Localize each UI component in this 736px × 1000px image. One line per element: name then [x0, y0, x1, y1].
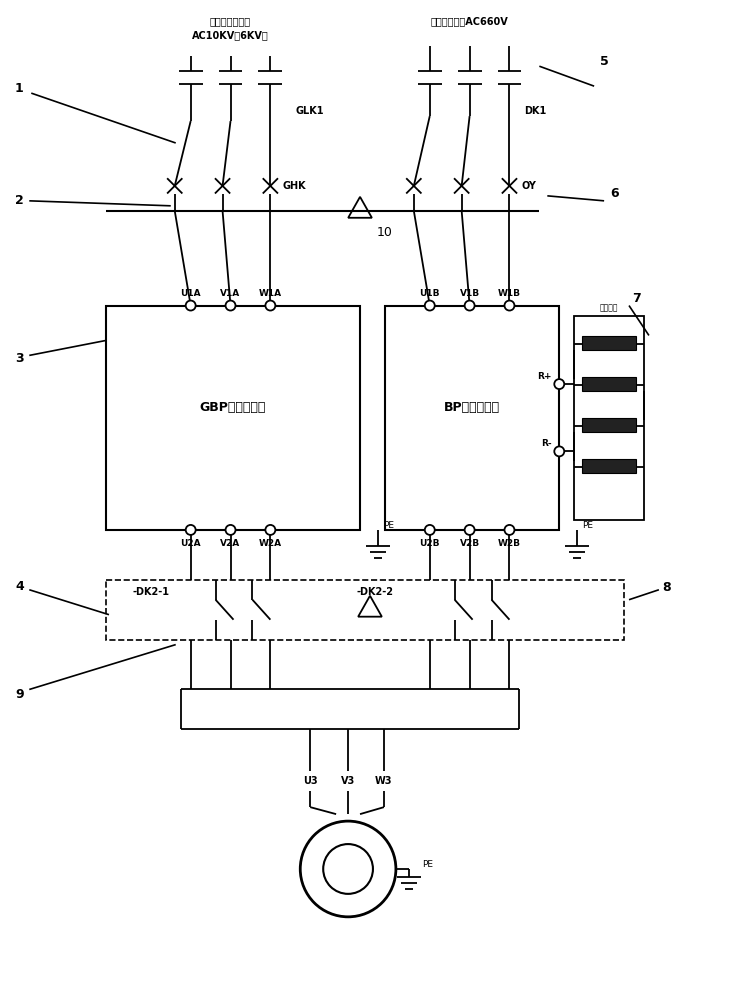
Circle shape: [225, 301, 236, 311]
Circle shape: [300, 821, 396, 917]
Text: 3: 3: [15, 352, 24, 365]
Text: GHK: GHK: [283, 181, 306, 191]
Text: 低制电源进线AC660V: 低制电源进线AC660V: [431, 16, 509, 26]
Text: PE: PE: [422, 860, 433, 869]
Text: W2A: W2A: [259, 539, 282, 548]
Circle shape: [185, 301, 196, 311]
Text: PE: PE: [582, 521, 593, 530]
Text: AC10KV（6KV）: AC10KV（6KV）: [192, 30, 269, 40]
Text: W1B: W1B: [498, 289, 521, 298]
Bar: [582, 377, 636, 391]
Text: PE: PE: [383, 521, 394, 530]
Text: U2B: U2B: [420, 539, 440, 548]
Bar: [106, 306, 360, 530]
Text: V3: V3: [341, 776, 355, 786]
Bar: [582, 336, 636, 350]
Circle shape: [425, 525, 435, 535]
Text: 8: 8: [662, 581, 671, 594]
Circle shape: [425, 301, 435, 311]
Circle shape: [464, 525, 475, 535]
Circle shape: [554, 446, 565, 456]
Text: -M: -M: [339, 862, 357, 875]
Text: 1: 1: [15, 82, 24, 95]
Text: W1A: W1A: [259, 289, 282, 298]
Text: R+: R+: [537, 372, 551, 381]
Text: U1B: U1B: [420, 289, 440, 298]
Text: V1A: V1A: [220, 289, 241, 298]
Bar: [582, 418, 636, 432]
Bar: [385, 306, 559, 530]
Bar: [582, 459, 636, 473]
Text: U1A: U1A: [180, 289, 201, 298]
Text: V2B: V2B: [459, 539, 480, 548]
Text: U3: U3: [303, 776, 317, 786]
Text: 9: 9: [15, 688, 24, 701]
Circle shape: [266, 301, 275, 311]
Text: V2A: V2A: [220, 539, 241, 548]
Text: OY: OY: [521, 181, 537, 191]
Text: -DK2-2: -DK2-2: [357, 587, 394, 597]
Circle shape: [554, 379, 565, 389]
Circle shape: [185, 525, 196, 535]
Circle shape: [504, 525, 514, 535]
Text: 高压柜电源进线: 高压柜电源进线: [210, 16, 251, 26]
Text: W3: W3: [375, 776, 393, 786]
Bar: [106, 580, 624, 640]
Circle shape: [504, 301, 514, 311]
Text: 7: 7: [633, 292, 641, 305]
Circle shape: [323, 844, 373, 894]
Text: V1B: V1B: [459, 289, 480, 298]
Text: GBP高压变频器: GBP高压变频器: [199, 401, 266, 414]
Circle shape: [225, 525, 236, 535]
Text: 10: 10: [377, 226, 393, 239]
Text: 2: 2: [15, 194, 24, 207]
Bar: [574, 316, 644, 520]
Text: DK1: DK1: [525, 106, 547, 116]
Text: W2B: W2B: [498, 539, 521, 548]
Text: R-: R-: [541, 439, 551, 448]
Text: U2A: U2A: [180, 539, 201, 548]
Text: 5: 5: [600, 55, 609, 68]
Text: 6: 6: [609, 187, 618, 200]
Text: GLK1: GLK1: [295, 106, 324, 116]
Circle shape: [464, 301, 475, 311]
Text: BP低频变频器: BP低频变频器: [444, 401, 500, 414]
Text: 4: 4: [15, 580, 24, 593]
Circle shape: [266, 525, 275, 535]
Text: 制动电阻: 制动电阻: [600, 303, 618, 312]
Text: -DK2-1: -DK2-1: [132, 587, 169, 597]
